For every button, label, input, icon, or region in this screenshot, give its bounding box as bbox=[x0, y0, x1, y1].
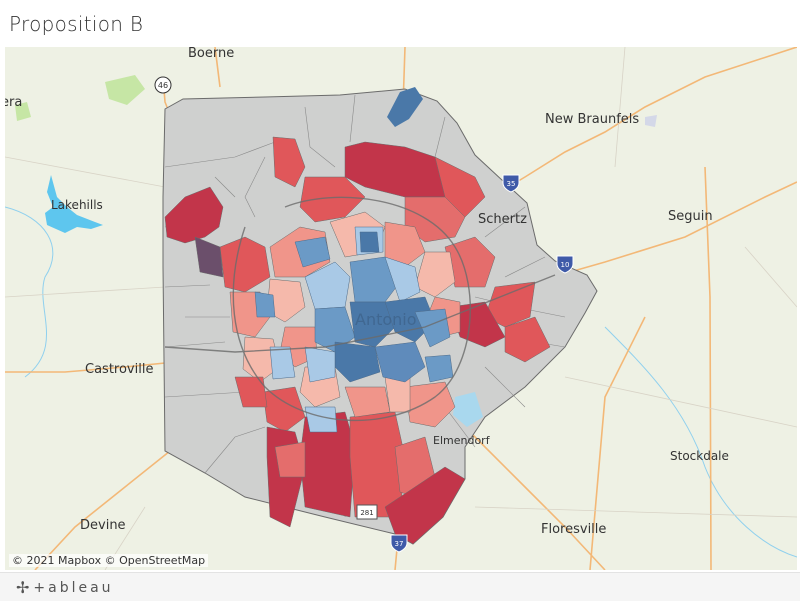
tableau-wordmark: +ableau bbox=[33, 579, 114, 596]
map-attribution[interactable]: © 2021 Mapbox © OpenStreetMap bbox=[9, 554, 209, 567]
shield-interstate-37: 37 bbox=[390, 534, 408, 553]
svg-text:35: 35 bbox=[507, 180, 516, 188]
shield-us-281: 281 bbox=[356, 504, 378, 520]
svg-text:37: 37 bbox=[395, 540, 404, 548]
svg-text:46: 46 bbox=[158, 81, 168, 90]
place-labels: Boerne era Lakehills New Braunfels Scher… bbox=[5, 47, 729, 537]
place-lakehills: Lakehills bbox=[51, 198, 103, 212]
precinct-group-blue[interactable] bbox=[254, 226, 454, 433]
shield-interstate-10: 10 bbox=[556, 255, 574, 274]
urban-area bbox=[645, 115, 657, 127]
place-floresville: Floresville bbox=[541, 522, 606, 537]
place-stockdale: Stockdale bbox=[670, 449, 729, 463]
footer-bar: ✢ +ableau bbox=[0, 572, 800, 601]
place-elmendorf: Elmendorf bbox=[433, 434, 491, 447]
river bbox=[5, 206, 54, 378]
svg-text:10: 10 bbox=[561, 261, 570, 269]
shield-hwy-46: 46 bbox=[154, 76, 172, 94]
viz-title: Proposition B bbox=[9, 12, 144, 36]
place-era: era bbox=[5, 95, 22, 110]
lake bbox=[45, 175, 103, 233]
place-schertz: Schertz bbox=[478, 212, 527, 227]
place-san-antonio: Antonio bbox=[355, 310, 417, 329]
tableau-logo[interactable]: ✢ +ableau bbox=[16, 578, 114, 597]
local-roads bbox=[5, 47, 797, 570]
tableau-cross-icon: ✢ bbox=[16, 578, 30, 597]
place-castroville: Castroville bbox=[85, 362, 153, 377]
loop-roads bbox=[164, 196, 556, 422]
place-new-braunfels: New Braunfels bbox=[545, 112, 639, 127]
place-seguin: Seguin bbox=[668, 209, 713, 224]
lake bbox=[453, 392, 483, 427]
svg-text:281: 281 bbox=[360, 509, 373, 517]
park-area bbox=[15, 102, 31, 121]
river bbox=[604, 326, 797, 558]
place-devine: Devine bbox=[80, 518, 126, 533]
precinct-group-red[interactable] bbox=[164, 136, 551, 545]
park-area bbox=[105, 75, 145, 105]
map-view[interactable]: 46 35 10 281 37 Boerne era Lakehills New… bbox=[5, 47, 797, 570]
place-boerne: Boerne bbox=[188, 47, 234, 61]
precinct-north-lake[interactable] bbox=[387, 87, 423, 127]
shield-interstate-35: 35 bbox=[502, 174, 520, 193]
map-canvas[interactable]: 46 35 10 281 37 Boerne era Lakehills New… bbox=[5, 47, 797, 570]
